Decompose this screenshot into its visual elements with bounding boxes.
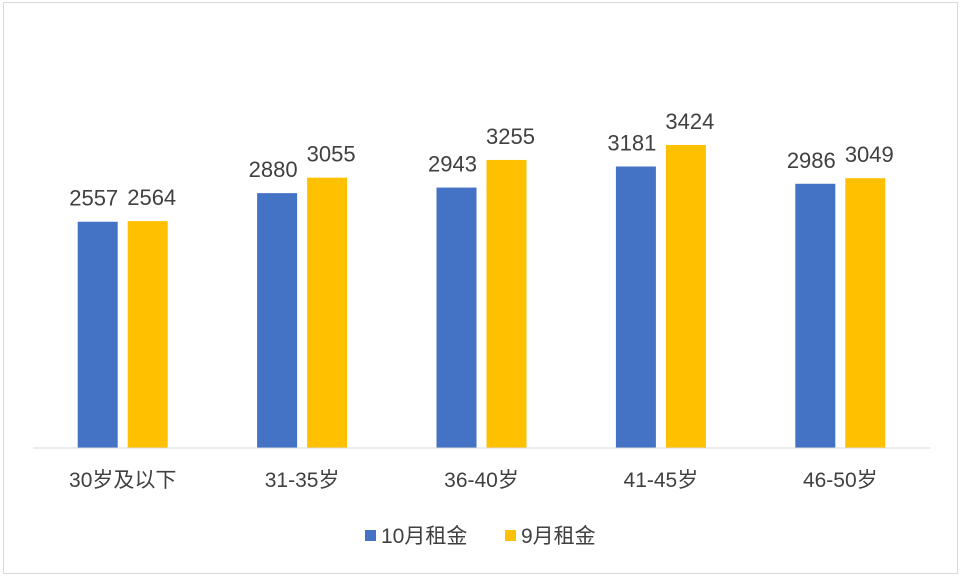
legend-label-oct: 10月租金 xyxy=(381,525,467,548)
data-label-oct-1: 2880 xyxy=(249,157,298,182)
data-label-sep-4: 3049 xyxy=(845,142,894,167)
data-label-sep-1: 3055 xyxy=(307,142,356,167)
x-tick-label-1: 31-35岁 xyxy=(265,469,340,492)
bar-oct-2 xyxy=(436,187,477,448)
legend-swatch-sep xyxy=(505,530,516,541)
bar-sep-4 xyxy=(845,178,886,448)
bar-sep-2 xyxy=(486,159,527,448)
bar-oct-1 xyxy=(257,193,298,448)
bar-oct-3 xyxy=(615,166,656,449)
legend-swatch-oct xyxy=(365,530,376,541)
bars-layer xyxy=(77,145,886,449)
bar-sep-1 xyxy=(307,177,348,448)
x-tick-label-0: 30岁及以下 xyxy=(69,469,176,492)
bar-sep-3 xyxy=(665,145,706,448)
data-label-oct-4: 2986 xyxy=(787,148,836,173)
data-label-sep-2: 3255 xyxy=(486,124,535,149)
data-label-oct-2: 2943 xyxy=(428,152,477,177)
data-labels-layer: 2557 2564 2880 3055 2943 3255 3181 3424 2986 3049 xyxy=(69,109,894,211)
bar-oct-0 xyxy=(77,221,118,448)
x-tick-labels: 30岁及以下 31-35岁 36-40岁 41-45岁 46-50岁 xyxy=(69,469,878,492)
x-tick-label-2: 36-40岁 xyxy=(444,469,519,492)
x-tick-label-4: 46-50岁 xyxy=(803,469,878,492)
bar-sep-0 xyxy=(127,221,168,448)
data-label-oct-0: 2557 xyxy=(69,186,118,211)
bar-oct-4 xyxy=(795,183,836,448)
data-label-sep-3: 3424 xyxy=(665,109,714,134)
data-label-oct-3: 3181 xyxy=(607,131,656,156)
x-tick-label-3: 41-45岁 xyxy=(624,469,699,492)
legend-label-sep: 9月租金 xyxy=(521,525,596,548)
legend: 10月租金 9月租金 xyxy=(365,525,596,548)
data-label-sep-0: 2564 xyxy=(127,185,176,210)
